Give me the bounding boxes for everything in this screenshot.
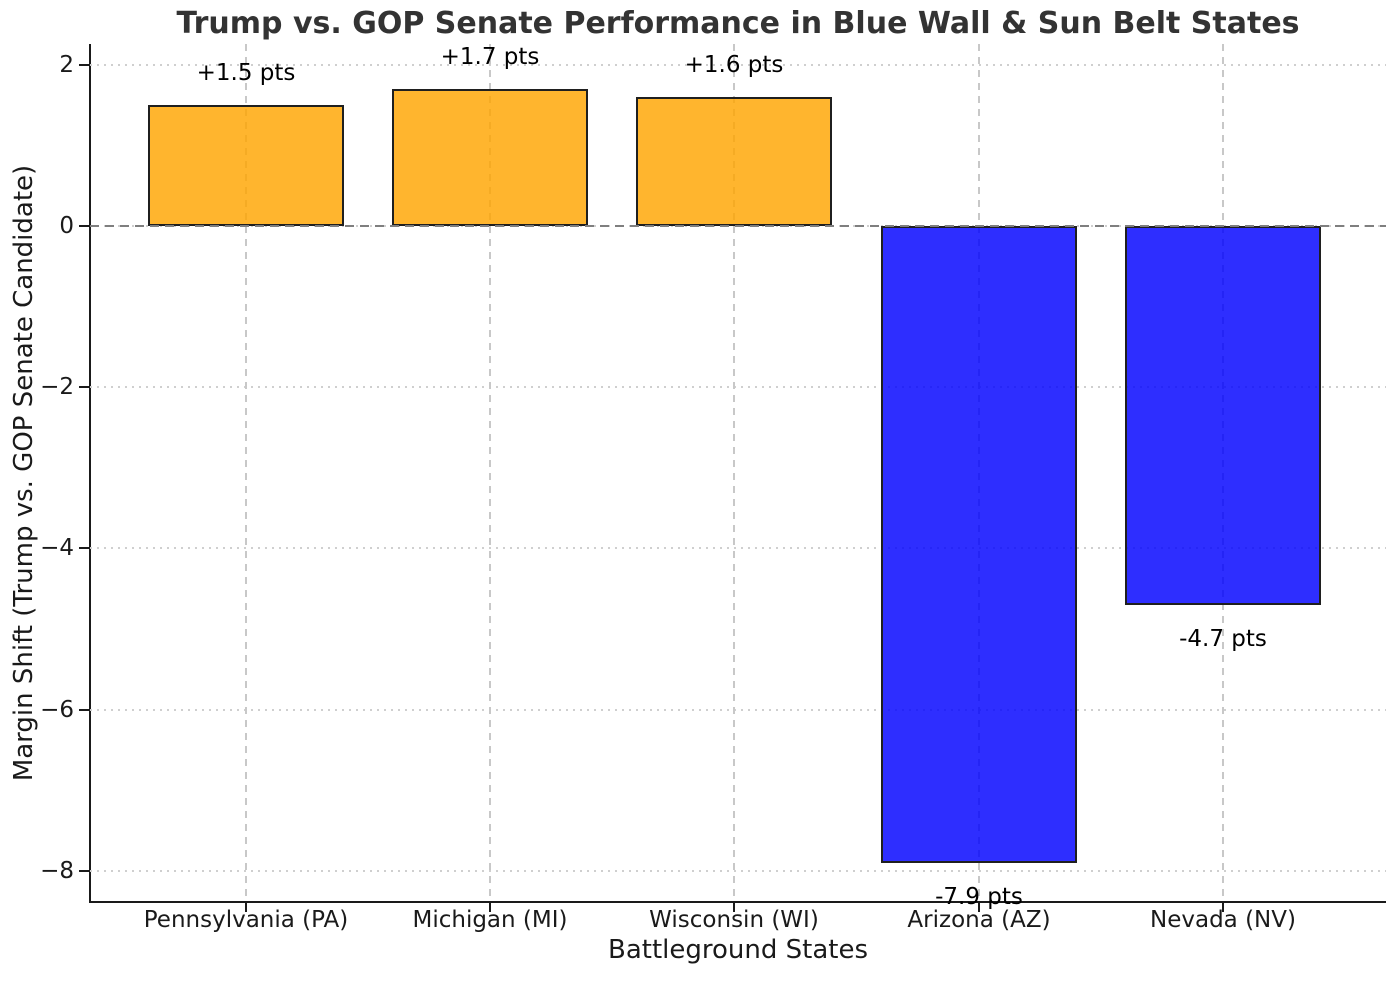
y-tick-mark xyxy=(79,225,90,227)
v-gridline xyxy=(245,44,247,901)
x-tick-label: Wisconsin (WI) xyxy=(649,907,819,933)
x-axis-spine xyxy=(89,901,1386,903)
y-axis-title: Margin Shift (Trump vs. GOP Senate Candi… xyxy=(9,164,39,782)
y-tick-label: 0 xyxy=(59,213,74,239)
bar-value-label: +1.5 pts xyxy=(196,60,296,87)
bar xyxy=(1125,226,1321,605)
x-axis-title: Battleground States xyxy=(608,935,868,965)
y-tick-mark xyxy=(79,708,90,711)
x-tick-mark xyxy=(1222,903,1224,912)
y-tick-label: −8 xyxy=(40,857,74,884)
bar xyxy=(148,105,344,226)
y-tick-mark xyxy=(79,869,90,872)
h-gridline xyxy=(90,547,1386,550)
x-tick-label: Michigan (MI) xyxy=(412,907,568,933)
y-tick-mark xyxy=(79,386,90,389)
x-tick-label: Arizona (AZ) xyxy=(907,907,1051,933)
h-gridline xyxy=(90,869,1386,872)
x-tick-label: Pennsylvania (PA) xyxy=(143,907,349,933)
x-tick-label: Nevada (NV) xyxy=(1150,907,1296,933)
bar-value-label: -4.7 pts xyxy=(1179,625,1267,652)
y-tick-label: 2 xyxy=(59,51,74,78)
bar-value-label: -7.9 pts xyxy=(935,883,1023,910)
x-tick-mark xyxy=(978,903,980,912)
y-tick-label: −4 xyxy=(40,535,74,562)
y-tick-mark xyxy=(79,63,90,66)
bar xyxy=(636,97,832,226)
bar xyxy=(881,226,1077,863)
v-gridline xyxy=(733,44,735,901)
plot-area: 2 0 −2 −4 −6 −8 Pennsylvania (PA) Michigan (MI)… xyxy=(40,43,1386,933)
x-tick-mark xyxy=(245,903,247,912)
y-tick-label: −6 xyxy=(40,696,74,723)
x-tick-mark xyxy=(733,903,735,912)
bar xyxy=(392,88,588,226)
h-gridline xyxy=(90,386,1386,389)
v-gridline xyxy=(489,44,491,901)
y-tick-label: −2 xyxy=(40,374,74,401)
y-tick-mark xyxy=(79,547,90,550)
chart-title: Trump vs. GOP Senate Performance in Blue… xyxy=(176,6,1300,41)
y-axis-spine xyxy=(89,44,91,903)
bar-value-label: +1.7 pts xyxy=(440,43,540,70)
h-gridline xyxy=(90,63,1386,66)
h-gridline xyxy=(90,708,1386,711)
zero-baseline xyxy=(90,225,1386,227)
bar-value-label: +1.6 pts xyxy=(684,52,784,79)
x-tick-mark xyxy=(489,903,491,912)
